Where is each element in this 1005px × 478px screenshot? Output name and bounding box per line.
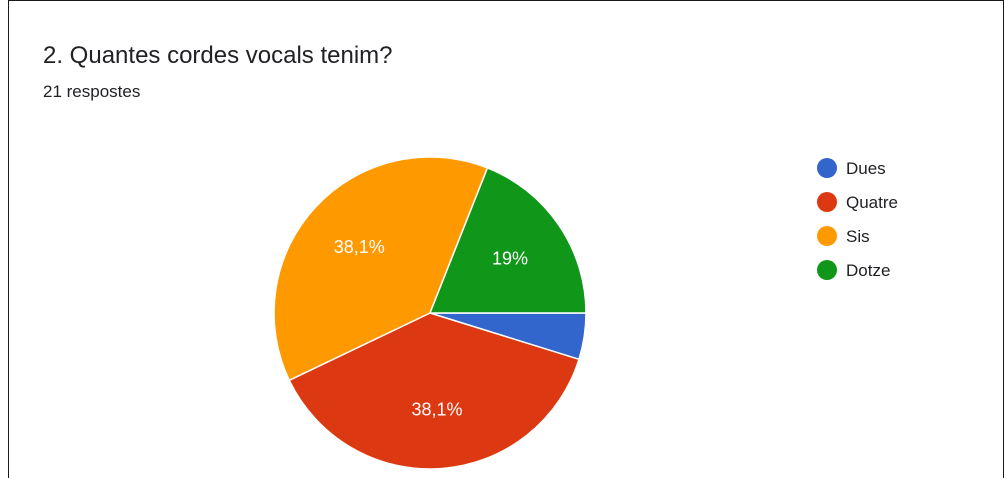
response-count: 21 respostes: [43, 82, 141, 101]
legend: Dues Quatre Sis Dotze: [817, 158, 898, 280]
legend-item-sis[interactable]: Sis: [817, 226, 870, 246]
question-title: 2. Quantes cordes vocals tenim?: [43, 42, 393, 69]
pie-slice-dotze[interactable]: [428, 166, 587, 314]
legend-label-dues: Dues: [846, 159, 886, 178]
legend-swatch-quatre: [817, 192, 837, 212]
pie-labels: 38,1% 38,1% 19%: [334, 237, 528, 419]
pie-slice-sis[interactable]: [273, 156, 489, 382]
legend-swatch-sis: [817, 226, 837, 246]
legend-label-quatre: Quatre: [846, 193, 898, 212]
slice-label-dotze: 19%: [492, 249, 528, 269]
legend-item-dues[interactable]: Dues: [817, 158, 886, 178]
legend-item-dotze[interactable]: Dotze: [817, 260, 890, 280]
slice-label-quatre: 38,1%: [411, 399, 462, 419]
slice-label-sis: 38,1%: [334, 237, 385, 257]
legend-label-sis: Sis: [846, 227, 870, 246]
legend-swatch-dues: [817, 158, 837, 178]
legend-swatch-dotze: [817, 260, 837, 280]
pie-slice-quatre[interactable]: [288, 312, 580, 470]
legend-item-quatre[interactable]: Quatre: [817, 192, 898, 212]
legend-label-dotze: Dotze: [846, 261, 890, 280]
pie-slices: [273, 156, 587, 470]
